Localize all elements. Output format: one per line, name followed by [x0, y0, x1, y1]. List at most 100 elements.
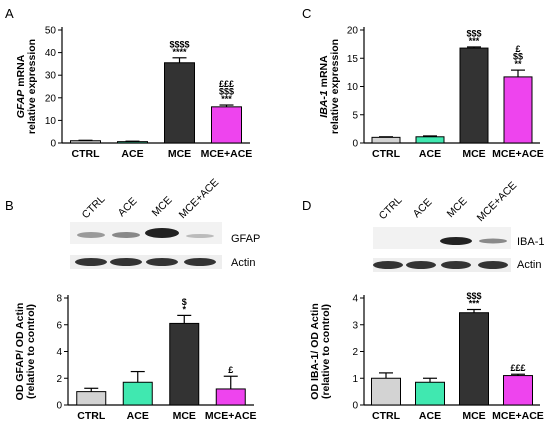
chart-c-bar-3 — [503, 76, 533, 144]
chart-d-xtick-label-3: MCE+ACE — [492, 410, 544, 422]
chart-d-annotation-2: *** — [469, 299, 480, 309]
blot-b-actin-band-mceace — [184, 258, 216, 266]
blot-d-iba1-band-mce — [440, 237, 472, 245]
chart-a-bar-0 — [70, 140, 101, 144]
chart-c-annotation-3: ** — [514, 59, 522, 69]
chart-c-annotation-3: $$ — [513, 52, 523, 62]
panel-letter-a: A — [5, 6, 14, 21]
blot-b-actin-band-ace — [110, 258, 142, 266]
chart-b-ytick-label: 4 — [56, 347, 62, 358]
chart-a-ytick-label: 0 — [50, 139, 56, 150]
chart-a-bar-2 — [164, 62, 195, 144]
chart-b-ytick-label: 6 — [56, 320, 62, 331]
chart-c-annotation-2: *** — [469, 36, 480, 46]
chart-b-xtick-label-2: MCE — [173, 410, 196, 422]
blot-d-label-iba1: IBA-1 — [517, 236, 545, 248]
chart-d-annotation-3: £££ — [510, 363, 525, 373]
chart-a-xtick-label-0: CTRL — [72, 148, 101, 160]
chart-d-ytick-label: 2 — [352, 347, 358, 358]
chart-c-annotation-3: £ — [515, 44, 520, 54]
blot-d-iba1-band-mceace — [479, 238, 507, 244]
chart-c-ylabel-2: relative expression — [329, 39, 341, 134]
chart-b-ytick-label: 8 — [56, 294, 62, 305]
blot-b-label-actin: Actin — [231, 257, 255, 269]
chart-c-ytick-label: 5 — [352, 110, 358, 121]
chart-d-xtick-label-0: CTRL — [372, 410, 401, 422]
panel-letter-d: D — [302, 198, 311, 213]
blot-b-gfap-band-ace — [112, 232, 140, 238]
chart-d-ytick-label: 1 — [352, 374, 358, 385]
blot-d-actin-band-mceace — [478, 261, 508, 269]
chart-d-ylabel: OD IBA-1/ OD Actin — [309, 303, 321, 399]
chart-a-annotation-3: $$$ — [219, 87, 234, 97]
blot-b-actin-band-ctrl — [75, 258, 107, 266]
chart-b-ylabel-2: (relative to control) — [25, 304, 37, 399]
chart-d-xtick-label-2: MCE — [462, 410, 485, 422]
panel-letter-c: C — [302, 6, 311, 21]
blot-b-gfap-band-mceace — [186, 234, 214, 238]
chart-d-annotation-2: $$$ — [466, 291, 481, 301]
chart-d-ytick-label: 3 — [352, 320, 358, 331]
blot-d-actin-band-mce — [441, 261, 471, 269]
blot-d-lane-mceace: MCE+ACE — [475, 180, 520, 225]
chart-a-ytick-label: 10 — [45, 116, 57, 127]
chart-a-ytick-label: 30 — [45, 71, 57, 82]
chart-d-bar-3 — [503, 375, 533, 406]
chart-b-annotation-2: $ — [182, 297, 187, 307]
blot-b-lane-mceace: MCE+ACE — [177, 177, 222, 222]
chart-c-bar-0 — [371, 136, 401, 144]
blot-b-gfap-band-mce — [145, 228, 179, 238]
chart-c-xtick-label-1: ACE — [419, 148, 441, 160]
blot-d-actin-band-ctrl — [373, 261, 403, 269]
chart-a-annotation-2: **** — [172, 47, 187, 57]
blot-b-actin-band-mce — [146, 258, 178, 266]
chart-a-annotation-3: £££ — [219, 79, 234, 89]
chart-c-ytick-label: 20 — [347, 26, 359, 37]
blot-d-lane-ctrl: CTRL — [377, 194, 405, 222]
chart-b-bar-3 — [215, 388, 246, 406]
western-blot-b: CTRL ACE MCE MCE+ACE GFAP Actin — [70, 177, 260, 269]
chart-a-ytick-label: 20 — [45, 93, 57, 104]
western-blot-d: CTRL ACE MCE MCE+ACE IBA-1 Actin — [373, 180, 545, 272]
chart-c-xtick-label-2: MCE — [462, 148, 485, 160]
chart-a-annotation-3: *** — [221, 94, 232, 104]
chart-a-ytick-label: 40 — [45, 48, 57, 59]
chart-b-ylabel: OD GFAP/ OD Actin — [14, 303, 26, 401]
chart-c-annotation-2: $$$ — [466, 28, 481, 38]
blot-b-lane-ace: ACE — [116, 195, 140, 219]
blot-d-lane-ace: ACE — [411, 196, 435, 220]
chart-a-ylabel-2: relative expression — [26, 39, 38, 134]
chart-b-annotation-3: £ — [228, 365, 233, 375]
chart-c-ytick-label: 10 — [347, 82, 359, 93]
chart-d-bar-0 — [371, 377, 401, 406]
chart-c-ylabel: IBA-1 mRNA — [318, 55, 330, 118]
chart-d-ylabel-2: (relative to control) — [320, 304, 332, 399]
blot-d-actin-band-ace — [406, 261, 436, 269]
chart-a-bar-3 — [211, 106, 242, 144]
chart-c-xtick-label-3: MCE+ACE — [492, 148, 544, 160]
chart-a-ylabel: GFAP mRNA — [15, 54, 27, 118]
chart-c-bar-2 — [459, 47, 489, 144]
blot-b-label-gfap: GFAP — [231, 233, 260, 245]
chart-a-xtick-label-2: MCE — [168, 148, 191, 160]
chart-c-bar-1 — [415, 136, 445, 144]
chart-b-annotation-2: * — [182, 304, 186, 314]
chart-b-ytick-label: 0 — [56, 401, 62, 412]
chart-c-ytick-label: 15 — [347, 54, 359, 65]
blot-b-lane-ctrl: CTRL — [80, 193, 108, 221]
blot-b-lane-mce: MCE — [150, 194, 175, 219]
chart-b-bar-1 — [122, 381, 153, 406]
chart-c-ytick-label: 0 — [352, 139, 358, 150]
chart-d-xtick-label-1: ACE — [419, 410, 441, 422]
chart-b: 0 2 4 6 8 OD GFAP/ OD Actin (relative to contr… — [14, 294, 257, 423]
blot-b-gfap-band-ctrl — [77, 232, 105, 238]
chart-a-annotation-2: $$$$ — [169, 39, 189, 49]
chart-a-bar-1 — [117, 141, 148, 144]
chart-b-bar-0 — [76, 391, 107, 406]
panel-letter-b: B — [5, 198, 14, 213]
chart-b-xtick-label-1: ACE — [127, 410, 149, 422]
chart-b-xtick-label-3: MCE+ACE — [205, 410, 257, 422]
chart-a: 0 10 20 30 40 50 GFAP mRNA relative expression C… — [15, 26, 252, 161]
chart-d-ytick-label: 4 — [352, 294, 358, 305]
